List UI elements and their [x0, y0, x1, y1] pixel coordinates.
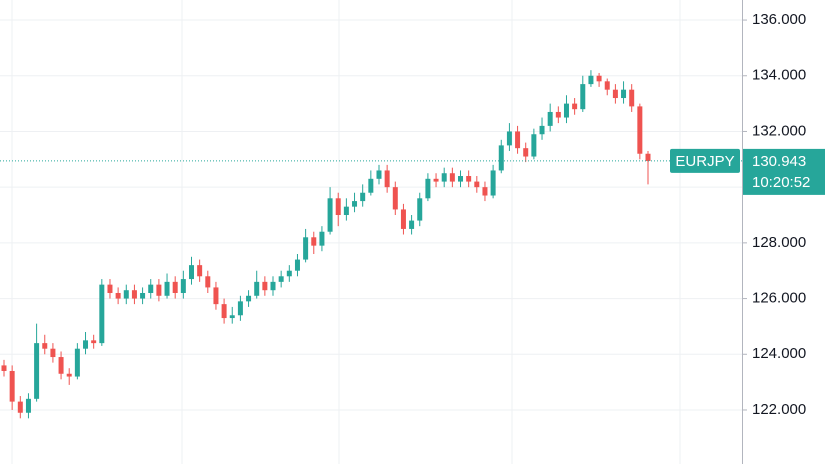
candle-body: [221, 304, 227, 319]
candle-body: [384, 170, 390, 188]
candle-body: [188, 265, 194, 280]
y-tick-label: 132.000: [752, 122, 806, 139]
candle-body: [172, 281, 178, 293]
candle-body: [254, 281, 260, 296]
y-tick-label: 128.000: [752, 234, 806, 251]
candle-body: [311, 237, 317, 246]
candle-body: [156, 284, 162, 296]
candle-body: [107, 284, 113, 293]
candle-body: [563, 103, 569, 118]
candle-body: [433, 178, 439, 182]
candle-body: [278, 276, 284, 282]
candle-body: [294, 259, 300, 271]
candle-body: [17, 401, 23, 413]
candle-body: [9, 370, 15, 402]
candle-body: [604, 81, 610, 90]
candle-body: [343, 206, 349, 216]
candle-body: [205, 276, 211, 288]
candle-body: [588, 75, 594, 85]
candle-body: [164, 281, 170, 296]
candle-body: [197, 265, 203, 277]
candle-body: [466, 176, 472, 182]
candle-body: [58, 357, 64, 374]
candle-body: [66, 373, 72, 377]
candle-body: [531, 134, 537, 157]
candle-body: [376, 170, 382, 179]
candle-body: [148, 284, 154, 293]
y-tick-label: 122.000: [752, 401, 806, 418]
candle-body: [42, 343, 48, 349]
candle-body: [180, 279, 186, 293]
candle-body: [327, 198, 333, 232]
candle-body: [506, 131, 512, 146]
candle-body: [1, 365, 7, 371]
candle-body: [645, 153, 651, 161]
candle-body: [441, 173, 447, 182]
candle-body: [229, 315, 235, 319]
candle-body: [498, 145, 504, 171]
last-price-label: 130.943: [752, 153, 806, 170]
y-tick-label: 124.000: [752, 345, 806, 362]
candle-body: [572, 103, 578, 110]
candle-body: [140, 292, 146, 299]
candle-body: [523, 148, 529, 157]
y-tick-label: 134.000: [752, 67, 806, 84]
y-tick-label: 136.000: [752, 11, 806, 28]
price-box: [743, 148, 825, 195]
candle-body: [449, 173, 455, 182]
candle-body: [539, 125, 545, 135]
candle-body: [425, 178, 431, 199]
candle-body: [352, 201, 358, 207]
countdown-label: 10:20:52: [752, 174, 810, 191]
candle-body: [547, 111, 553, 126]
candle-body: [458, 176, 464, 182]
candle-body: [74, 348, 80, 377]
candle-body: [99, 284, 105, 344]
candle-body: [596, 75, 602, 82]
candle-body: [474, 181, 480, 188]
candle-body: [490, 170, 496, 196]
candle-body: [637, 106, 643, 154]
candle-body: [213, 287, 219, 305]
candle-body: [409, 220, 415, 229]
candle-body: [34, 343, 40, 399]
candle-body: [335, 198, 341, 216]
candle-body: [115, 292, 121, 299]
candle-body: [417, 198, 423, 221]
candle-body: [237, 301, 243, 316]
candle-body: [83, 340, 89, 349]
candle-body: [392, 187, 398, 210]
candle-body: [319, 231, 325, 246]
candle-body: [629, 89, 635, 107]
candle-body: [270, 281, 276, 291]
symbol-box: [670, 148, 740, 173]
candle-body: [262, 281, 268, 291]
candle-body: [131, 290, 137, 299]
symbol-label: EURJPY: [675, 153, 734, 170]
candle-body: [482, 187, 488, 196]
candle-body: [123, 290, 129, 299]
candle-body: [91, 340, 97, 344]
candle-body: [400, 209, 406, 229]
candle-body: [246, 295, 252, 302]
candle-body: [515, 131, 521, 149]
candle-body: [612, 89, 618, 99]
candle-body: [50, 348, 56, 358]
candle-body: [368, 178, 374, 193]
candle-body: [555, 111, 561, 118]
candle-body: [580, 84, 586, 110]
candle-body: [360, 192, 366, 202]
candle-body: [25, 398, 31, 413]
candle-body: [303, 237, 309, 260]
y-tick-label: 126.000: [752, 290, 806, 307]
candle-body: [286, 270, 292, 277]
candle-body: [621, 89, 627, 99]
